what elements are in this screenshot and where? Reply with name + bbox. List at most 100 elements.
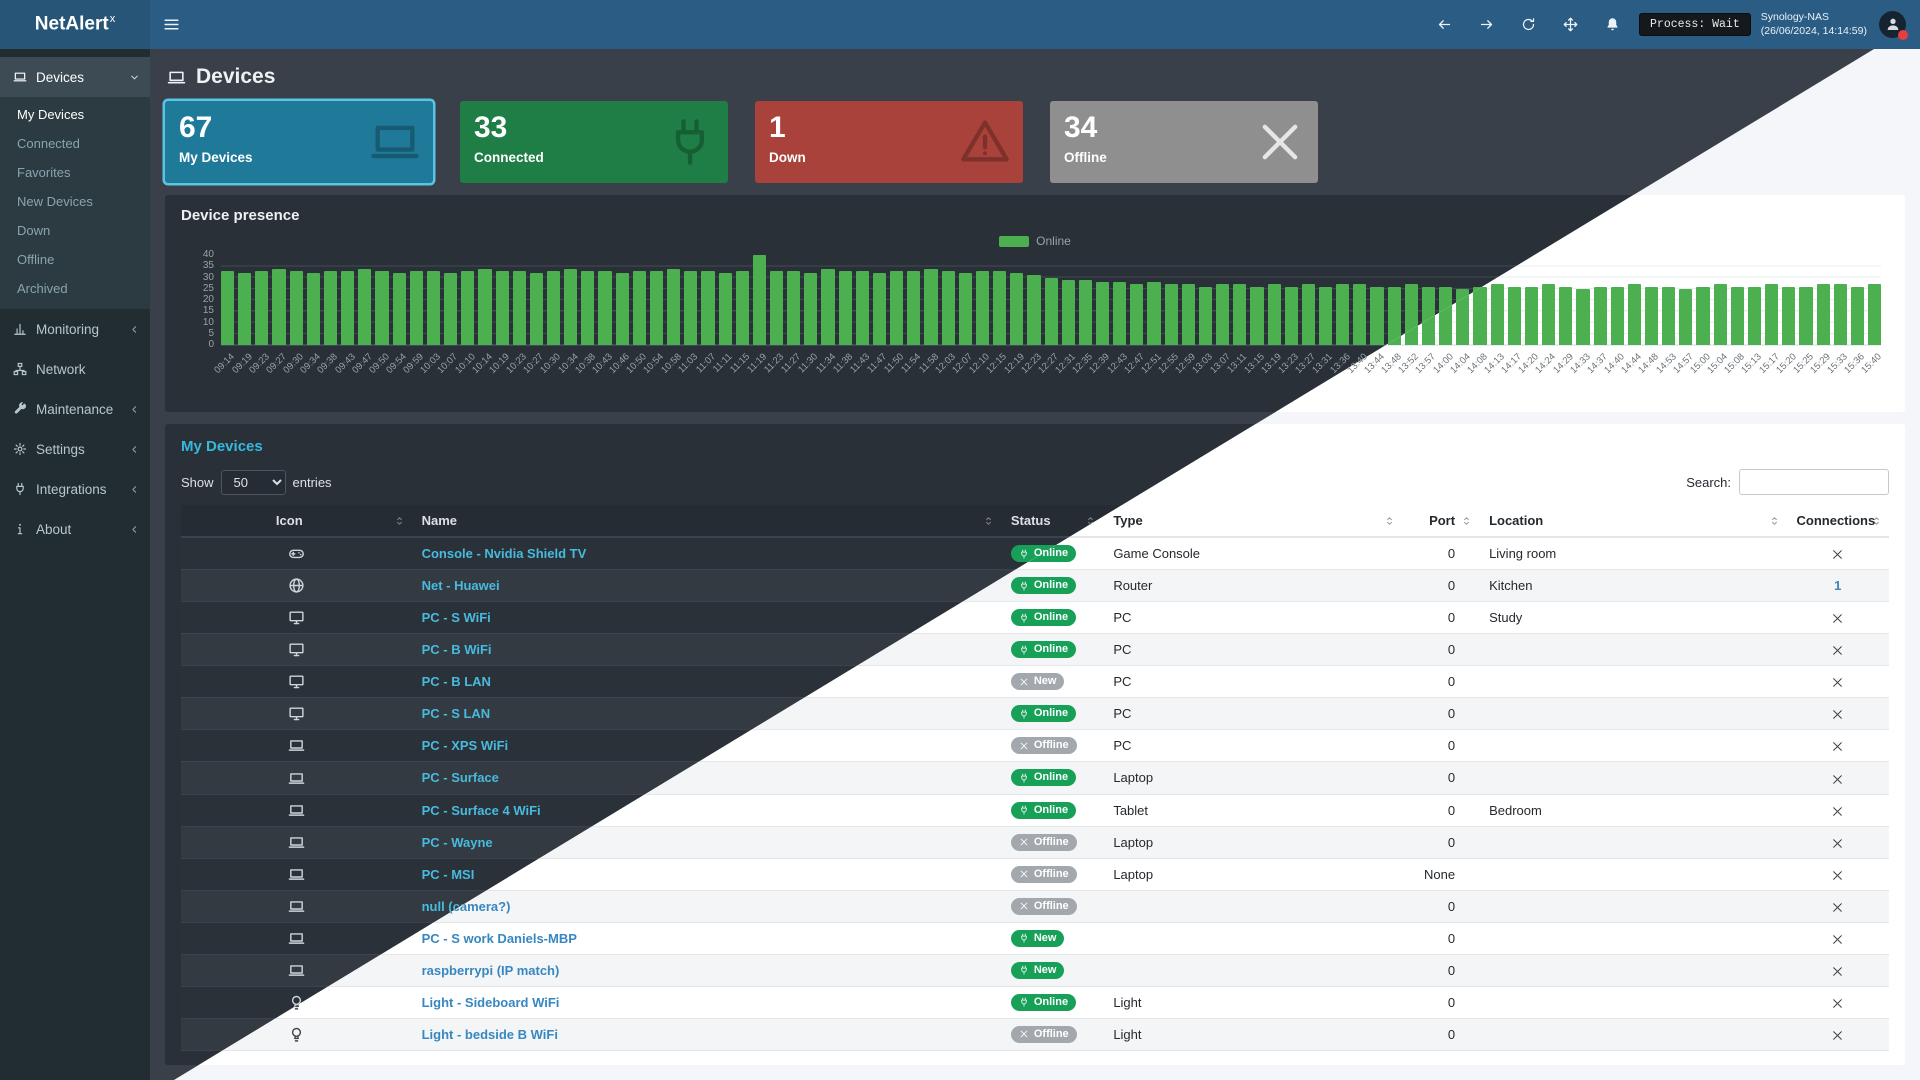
chart-bar bbox=[1696, 286, 1710, 345]
device-row[interactable]: PC - S work Daniels-MBP New 0 bbox=[181, 922, 1889, 955]
card-down[interactable]: 1 Down bbox=[755, 101, 1023, 183]
no-connection-icon bbox=[1831, 642, 1844, 657]
card-my-devices[interactable]: 67 My Devices bbox=[165, 101, 433, 183]
device-location-cell: Study bbox=[1479, 601, 1787, 635]
sidebar-subitem-archived[interactable]: Archived bbox=[17, 281, 68, 296]
device-icon-cell bbox=[181, 858, 412, 891]
column-header-port[interactable]: Port bbox=[1402, 505, 1480, 538]
x-icon bbox=[1020, 678, 1028, 686]
device-name-link[interactable]: Console - Nvidia Shield TV bbox=[421, 546, 587, 562]
device-icon-cell bbox=[181, 665, 412, 699]
sidebar-subitem-my-devices[interactable]: My Devices bbox=[17, 107, 85, 122]
column-header-icon[interactable]: Icon bbox=[181, 505, 412, 538]
page-size-select[interactable]: 50 bbox=[220, 469, 286, 495]
device-status-cell: Offline bbox=[1000, 858, 1104, 891]
search-input[interactable] bbox=[1739, 469, 1889, 495]
card-connected[interactable]: 33 Connected bbox=[460, 101, 728, 183]
device-name-link[interactable]: PC - XPS WiFi bbox=[421, 738, 509, 754]
device-name-link[interactable]: PC - S WiFi bbox=[421, 610, 491, 626]
no-connection-icon bbox=[1831, 674, 1844, 689]
sidebar-subitem-connected[interactable]: Connected bbox=[17, 136, 80, 151]
device-name-link[interactable]: PC - S work Daniels-MBP bbox=[421, 930, 577, 946]
column-header-connections[interactable]: Connections bbox=[1786, 505, 1889, 538]
device-name-link[interactable]: Light - bedside B WiFi bbox=[421, 1026, 558, 1042]
sidebar-subitem-down[interactable]: Down bbox=[17, 223, 51, 238]
sidebar-item-integrations[interactable]: Integrations bbox=[0, 469, 150, 509]
sidebar-item-network[interactable]: Network bbox=[0, 349, 150, 389]
notifications-button[interactable] bbox=[1591, 17, 1633, 32]
x-tick: 10:38 bbox=[573, 351, 598, 404]
no-connection-icon bbox=[1831, 706, 1844, 721]
card-offline[interactable]: 34 Offline bbox=[1050, 101, 1318, 183]
arrow-right-icon bbox=[1480, 20, 1492, 29]
user-avatar[interactable] bbox=[1879, 11, 1908, 40]
sidebar-item-settings[interactable]: Settings bbox=[0, 429, 150, 469]
device-connections-cell bbox=[1786, 601, 1889, 635]
column-header-status[interactable]: Status bbox=[1000, 505, 1104, 538]
sidebar-item-about[interactable]: About bbox=[0, 509, 150, 549]
column-header-name[interactable]: Name bbox=[411, 505, 1001, 538]
plug-icon bbox=[1021, 773, 1027, 783]
device-name-link[interactable]: PC - Wayne bbox=[421, 834, 493, 850]
device-name-link[interactable]: PC - B WiFi bbox=[421, 642, 492, 658]
legend-label: Online bbox=[1036, 234, 1071, 248]
chart-bar bbox=[1490, 284, 1504, 345]
device-location-cell bbox=[1479, 697, 1787, 731]
app-logo[interactable]: NetAlertx bbox=[0, 0, 150, 49]
chart-bar bbox=[1250, 286, 1264, 345]
plug-icon bbox=[1021, 805, 1027, 815]
device-port-cell: 0 bbox=[1402, 1018, 1480, 1052]
chart-bar bbox=[1559, 286, 1573, 345]
sidebar-item-devices[interactable]: Devices bbox=[0, 57, 150, 97]
device-name-link[interactable]: Light - Sideboard WiFi bbox=[421, 994, 560, 1010]
chart-bar bbox=[1576, 288, 1590, 345]
chart-legend[interactable]: Online bbox=[181, 234, 1889, 248]
sidebar-subitem-offline[interactable]: Offline bbox=[17, 252, 55, 267]
device-location-cell bbox=[1479, 761, 1787, 795]
chart-bar bbox=[787, 270, 801, 345]
plug-icon bbox=[16, 482, 24, 496]
column-label: Connections bbox=[1796, 513, 1876, 528]
device-port-cell: 0 bbox=[1402, 794, 1480, 827]
chart-bar bbox=[1044, 277, 1058, 345]
no-connection-icon bbox=[1831, 963, 1844, 978]
device-name-link[interactable]: PC - B LAN bbox=[421, 674, 491, 690]
x-icon bbox=[1020, 838, 1028, 846]
sidebar-toggle-button[interactable] bbox=[150, 0, 192, 49]
device-name-link[interactable]: PC - MSI bbox=[421, 866, 475, 882]
sidebar-subitem-new-devices[interactable]: New Devices bbox=[17, 194, 93, 209]
chevron-left-icon bbox=[132, 405, 137, 413]
nav-back-button[interactable] bbox=[1423, 17, 1465, 32]
device-type-cell: Laptop bbox=[1103, 826, 1403, 859]
no-connection-icon bbox=[1831, 899, 1844, 914]
move-button[interactable] bbox=[1549, 17, 1591, 32]
column-header-location[interactable]: Location bbox=[1479, 505, 1787, 538]
status-badge: Offline bbox=[1010, 1025, 1077, 1043]
device-name-link[interactable]: raspberrypi (IP match) bbox=[421, 962, 560, 978]
x-tick: 10:10 bbox=[453, 351, 478, 404]
chart-bar bbox=[1336, 284, 1350, 345]
refresh-button[interactable] bbox=[1507, 17, 1549, 32]
x-tick: 12:55 bbox=[1156, 351, 1181, 404]
plug-icon bbox=[1021, 709, 1027, 719]
no-connection-icon bbox=[1831, 738, 1844, 753]
connections-link[interactable]: 1 bbox=[1834, 578, 1842, 594]
chart-bar bbox=[1216, 284, 1230, 345]
plug-icon bbox=[675, 119, 705, 165]
app-logo-text: NetAlertx bbox=[34, 13, 116, 35]
device-name-link[interactable]: PC - Surface bbox=[421, 770, 499, 786]
device-connections-cell: 1 bbox=[1786, 569, 1889, 603]
status-label: New bbox=[1033, 675, 1057, 688]
device-name-link[interactable]: PC - S LAN bbox=[421, 706, 491, 722]
sidebar-item-maintenance[interactable]: Maintenance bbox=[0, 389, 150, 429]
device-name-link[interactable]: Net - Huawei bbox=[421, 578, 500, 594]
device-row[interactable]: raspberrypi (IP match) New 0 bbox=[181, 954, 1889, 987]
column-header-type[interactable]: Type bbox=[1103, 505, 1403, 538]
sidebar-item-monitoring[interactable]: Monitoring bbox=[0, 309, 150, 349]
x-tick: 13:48 bbox=[1379, 351, 1404, 404]
sidebar-subitem-favorites[interactable]: Favorites bbox=[17, 165, 71, 180]
nav-forward-button[interactable] bbox=[1465, 17, 1507, 32]
device-name-link[interactable]: PC - Surface 4 WiFi bbox=[421, 802, 541, 818]
